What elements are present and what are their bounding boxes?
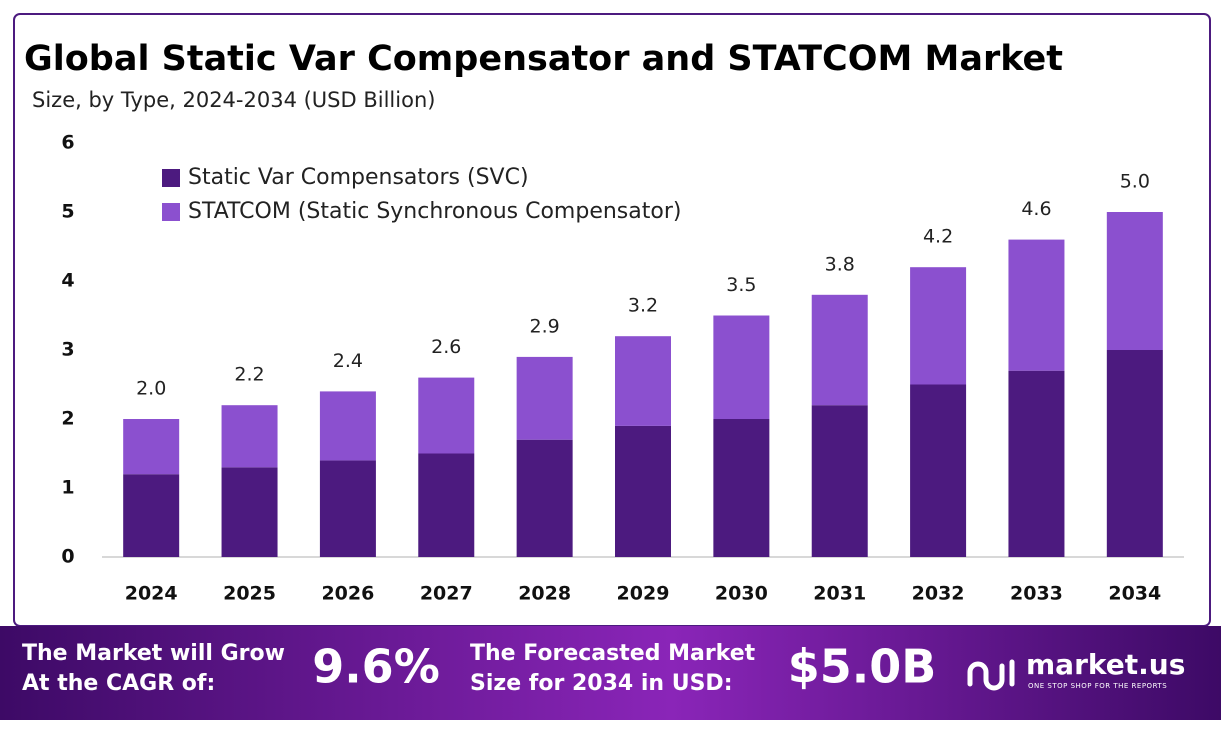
bar-segment — [516, 439, 573, 557]
bar-segment — [319, 391, 376, 461]
legend-label: Static Var Compensators (SVC) — [188, 165, 529, 190]
bar-segment — [418, 453, 475, 557]
bar-segment — [123, 474, 180, 557]
total-label: 4.2 — [923, 226, 953, 248]
x-tick-label: 2028 — [518, 583, 571, 605]
x-tick-label: 2031 — [813, 583, 866, 605]
y-tick-label: 1 — [61, 477, 74, 499]
forecast-value: $5.0B — [788, 640, 937, 694]
footer-band — [0, 626, 1221, 720]
x-tick-label: 2033 — [1010, 583, 1063, 605]
legend-swatch — [162, 203, 180, 221]
chart-subtitle: Size, by Type, 2024-2034 (USD Billion) — [32, 88, 435, 112]
total-label: 2.6 — [431, 336, 461, 358]
bar-segment — [910, 384, 967, 557]
forecast-text: The Forecasted Market — [470, 641, 756, 666]
cagr-text: The Market will Grow — [22, 641, 285, 666]
total-label: 2.2 — [234, 364, 264, 386]
x-tick-label: 2032 — [912, 583, 965, 605]
bar-segment — [319, 460, 376, 557]
total-label: 3.8 — [825, 253, 855, 275]
x-tick-label: 2027 — [420, 583, 473, 605]
bar-segment — [615, 425, 671, 557]
total-label: 2.9 — [530, 315, 560, 337]
total-label: 4.6 — [1021, 198, 1051, 220]
bar-segment — [1008, 370, 1065, 557]
legend-label: STATCOM (Static Synchronous Compensator) — [188, 199, 681, 224]
x-tick-label: 2029 — [617, 583, 670, 605]
total-label: 2.4 — [333, 350, 363, 372]
bar-segment — [221, 467, 278, 557]
bar-segment — [516, 356, 573, 440]
bar-segment — [123, 419, 180, 475]
bar-segment — [713, 315, 770, 419]
bar-segment — [615, 336, 671, 426]
x-tick-label: 2030 — [715, 583, 768, 605]
y-tick-label: 5 — [61, 201, 74, 223]
bar-segment — [713, 419, 770, 557]
x-tick-label: 2024 — [125, 583, 178, 605]
total-label: 3.2 — [628, 295, 658, 317]
brand-tagline: ONE STOP SHOP FOR THE REPORTS — [1028, 682, 1167, 690]
y-tick-label: 2 — [61, 408, 74, 430]
total-label: 5.0 — [1120, 171, 1150, 193]
bar-segment — [910, 267, 967, 385]
x-tick-label: 2025 — [223, 583, 276, 605]
x-tick-label: 2026 — [321, 583, 374, 605]
brand: market.us — [1026, 648, 1185, 681]
total-label: 2.0 — [136, 378, 166, 400]
y-tick-label: 3 — [61, 339, 74, 361]
bar-segment — [1008, 239, 1065, 371]
bar-segment — [811, 294, 868, 406]
bar-segment — [1106, 350, 1163, 557]
y-tick-label: 0 — [61, 546, 74, 568]
brand-logo — [967, 659, 1015, 691]
total-label: 3.5 — [726, 274, 756, 296]
y-tick-label: 4 — [61, 270, 74, 292]
legend-swatch — [162, 169, 180, 187]
bar-segment — [1106, 212, 1163, 350]
x-tick-label: 2034 — [1108, 583, 1161, 605]
bar-segment — [811, 405, 868, 557]
chart-title: Global Static Var Compensator and STATCO… — [24, 39, 1063, 79]
y-tick-label: 6 — [61, 132, 74, 154]
cagr-value: 9.6% — [312, 640, 440, 694]
bar-segment — [418, 377, 475, 454]
cagr-text: At the CAGR of: — [22, 671, 215, 696]
bar-segment — [221, 405, 278, 468]
forecast-text: Size for 2034 in USD: — [470, 671, 733, 696]
